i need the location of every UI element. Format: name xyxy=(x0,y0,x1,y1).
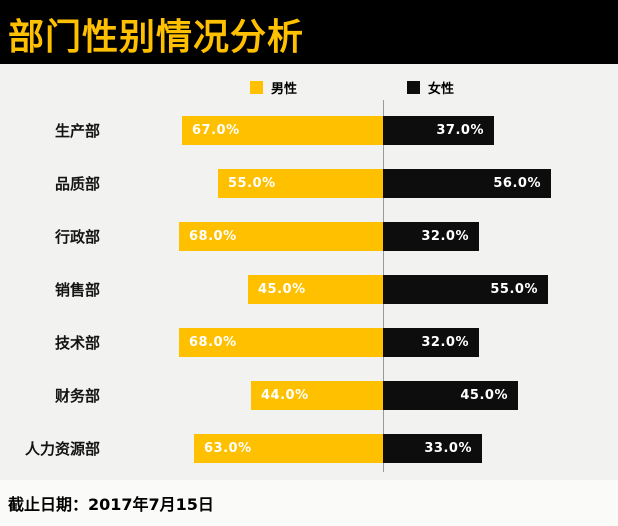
female-value-label: 32.0% xyxy=(421,229,469,244)
female-value-label: 55.0% xyxy=(490,282,538,297)
female-bar: 32.0% xyxy=(383,222,479,251)
female-value-label: 45.0% xyxy=(460,388,508,403)
footer: 截止日期：2017年7月15日 xyxy=(0,480,618,526)
female-bar: 55.0% xyxy=(383,275,548,304)
female-bar-zone: 45.0% xyxy=(383,381,618,410)
chart-row: 技术部 68.0% 32.0% xyxy=(0,316,618,369)
female-value-label: 56.0% xyxy=(493,176,541,191)
chart-rows: 生产部 67.0% 37.0% 品质部 55.0% 56.0% 行政部 68.0% 32.0% 销… xyxy=(0,104,618,475)
chart-row: 生产部 67.0% 37.0% xyxy=(0,104,618,157)
female-bar-zone: 32.0% xyxy=(383,222,618,251)
male-bar-zone: 45.0% xyxy=(100,275,383,304)
female-bar-zone: 33.0% xyxy=(383,434,618,463)
female-value-label: 32.0% xyxy=(421,335,469,350)
male-bar-zone: 68.0% xyxy=(100,222,383,251)
male-bar-zone: 63.0% xyxy=(100,434,383,463)
category-label: 行政部 xyxy=(54,228,100,246)
male-bar: 67.0% xyxy=(182,116,383,145)
footer-note: 截止日期：2017年7月15日 xyxy=(8,495,214,514)
male-bar: 45.0% xyxy=(248,275,383,304)
male-value-label: 44.0% xyxy=(261,388,309,403)
female-bar: 32.0% xyxy=(383,328,479,357)
category-label: 销售部 xyxy=(54,281,100,299)
male-bar: 44.0% xyxy=(251,381,383,410)
male-bar-zone: 44.0% xyxy=(100,381,383,410)
category-label: 生产部 xyxy=(54,122,100,140)
male-bar: 68.0% xyxy=(179,222,383,251)
female-value-label: 37.0% xyxy=(436,123,484,138)
male-value-label: 63.0% xyxy=(204,441,252,456)
male-value-label: 68.0% xyxy=(189,335,237,350)
male-bar: 55.0% xyxy=(218,169,383,198)
chart-row: 财务部 44.0% 45.0% xyxy=(0,369,618,422)
legend: 男性 女性 xyxy=(0,78,618,98)
category-label: 品质部 xyxy=(54,175,100,193)
male-bar: 63.0% xyxy=(194,434,383,463)
male-color-swatch xyxy=(250,81,263,94)
male-value-label: 55.0% xyxy=(228,176,276,191)
chart-row: 销售部 45.0% 55.0% xyxy=(0,263,618,316)
legend-label-female: 女性 xyxy=(428,82,455,97)
male-bar: 68.0% xyxy=(179,328,383,357)
page-title: 部门性别情况分析 xyxy=(8,17,305,58)
female-bar-zone: 32.0% xyxy=(383,328,618,357)
female-bar: 37.0% xyxy=(383,116,494,145)
male-bar-zone: 67.0% xyxy=(100,116,383,145)
title-banner: 部门性别情况分析 xyxy=(0,0,618,64)
female-bar: 33.0% xyxy=(383,434,482,463)
category-label: 财务部 xyxy=(54,387,100,405)
category-label: 人力资源部 xyxy=(24,440,100,458)
chart-row: 人力资源部 63.0% 33.0% xyxy=(0,422,618,475)
female-bar: 56.0% xyxy=(383,169,551,198)
category-label: 技术部 xyxy=(54,334,100,352)
chart-row: 行政部 68.0% 32.0% xyxy=(0,210,618,263)
male-bar-zone: 68.0% xyxy=(100,328,383,357)
chart-row: 品质部 55.0% 56.0% xyxy=(0,157,618,210)
female-bar-zone: 56.0% xyxy=(383,169,618,198)
female-color-swatch xyxy=(407,81,420,94)
female-value-label: 33.0% xyxy=(424,441,472,456)
female-bar-zone: 55.0% xyxy=(383,275,618,304)
female-bar: 45.0% xyxy=(383,381,518,410)
male-value-label: 68.0% xyxy=(189,229,237,244)
legend-item-female: 女性 xyxy=(407,78,454,97)
legend-label-male: 男性 xyxy=(271,82,298,97)
male-value-label: 45.0% xyxy=(258,282,306,297)
legend-item-male: 男性 xyxy=(250,78,297,97)
male-value-label: 67.0% xyxy=(192,123,240,138)
male-bar-zone: 55.0% xyxy=(100,169,383,198)
female-bar-zone: 37.0% xyxy=(383,116,618,145)
